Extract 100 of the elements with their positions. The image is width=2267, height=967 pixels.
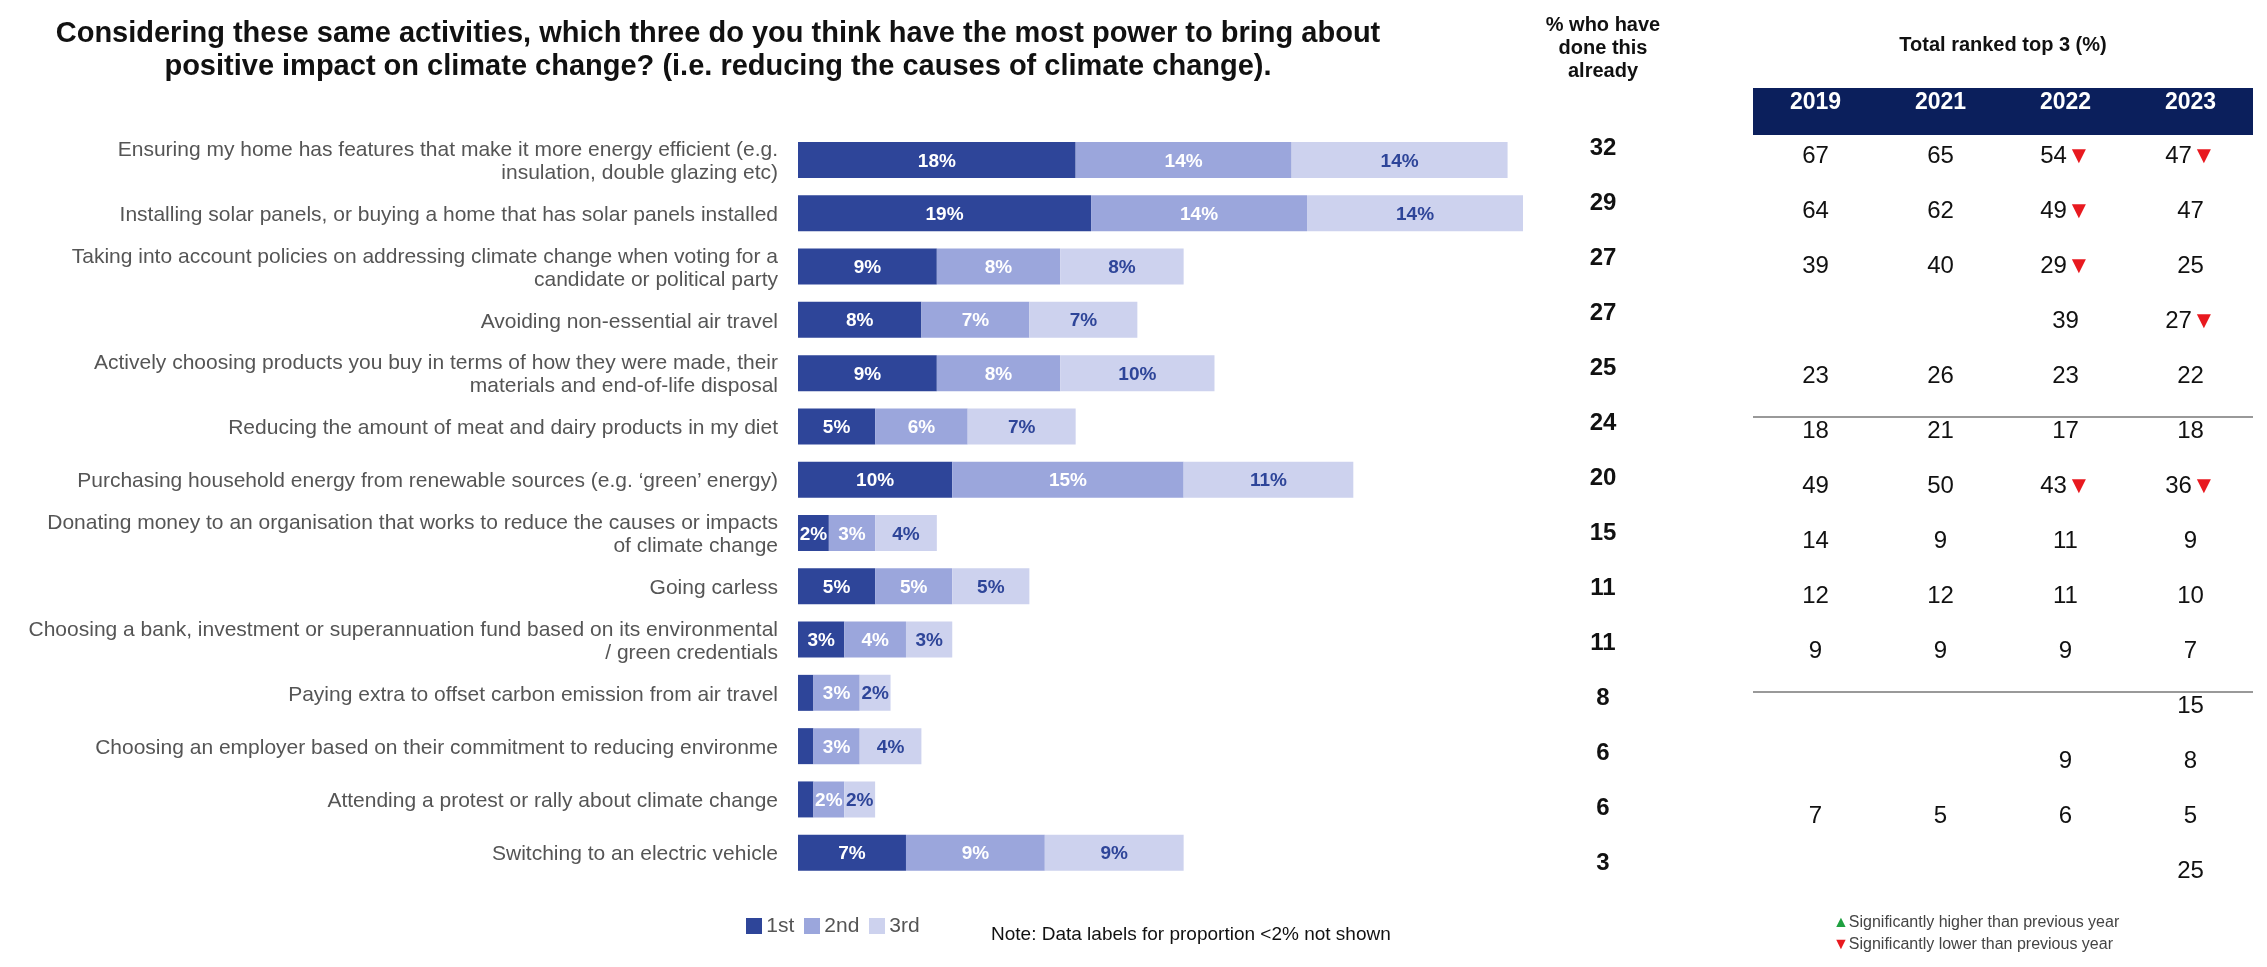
bar — [798, 408, 876, 445]
bar — [1029, 301, 1138, 338]
data-label: 29▼ — [2039, 251, 2092, 280]
data-label: 20 — [1588, 463, 1618, 492]
bar — [798, 781, 814, 818]
bar — [875, 515, 937, 551]
data-label: 9 — [1807, 636, 1824, 665]
data-label: 3% — [807, 629, 835, 651]
bar — [1307, 195, 1523, 232]
text: 2021 — [1878, 88, 2003, 135]
bar — [798, 248, 937, 285]
data-label: 5 — [2182, 801, 2199, 830]
data-label: 6 — [1595, 738, 1611, 767]
data-label: 9% — [1100, 842, 1129, 864]
data-label: 9% — [961, 842, 990, 864]
bar — [1044, 834, 1184, 871]
data-label: 3 — [1595, 848, 1611, 877]
data-label: 26 — [1926, 361, 1955, 390]
bar — [952, 461, 1184, 498]
legend-label: 1st — [766, 913, 795, 936]
bar — [798, 674, 814, 711]
data-label: 8% — [1108, 256, 1136, 278]
data-label: 5 — [1932, 801, 1949, 830]
y-tick-label: Going carless — [649, 574, 778, 598]
data-label: 8% — [845, 309, 874, 331]
data-label: 2% — [845, 788, 874, 810]
data-label: 11 — [2052, 526, 2079, 555]
y-tick-label: Choosing a bank, investment or superannuation fund based on its environmental / green credentials — [28, 616, 778, 663]
text: 2023 — [2128, 88, 2253, 135]
bar — [952, 568, 1030, 605]
data-label: 67 — [1801, 141, 1830, 170]
text: ▲Significantly higher than previous year — [1833, 913, 2120, 931]
data-label: 7 — [2182, 636, 2199, 665]
bar — [875, 568, 953, 605]
bar — [936, 355, 1061, 392]
data-label: 9 — [2057, 746, 2074, 775]
legend-label: 2nd — [824, 913, 860, 936]
data-label: 25 — [1588, 353, 1618, 382]
data-label: 9 — [1932, 636, 1949, 665]
bar — [905, 834, 1045, 871]
data-label: 25 — [2176, 251, 2205, 280]
bar — [967, 408, 1076, 445]
bar — [1291, 142, 1508, 178]
data-label: 8 — [2182, 746, 2199, 775]
data-label: 24 — [1588, 408, 1618, 437]
text: Total ranked top 3 (%) — [1898, 33, 2108, 56]
data-label: 7% — [961, 309, 990, 331]
data-label: 15% — [1048, 469, 1088, 491]
data-label: 54▼ — [2039, 141, 2092, 170]
data-label: 3% — [822, 682, 851, 704]
bar — [798, 834, 906, 871]
data-label: 29 — [1588, 188, 1618, 217]
data-label: 23 — [2051, 361, 2080, 390]
text: ▼Significantly lower than previous year — [1833, 935, 2113, 953]
data-label: 9% — [853, 256, 882, 278]
data-label: 65 — [1926, 141, 1955, 170]
text: 2022 — [2003, 88, 2128, 135]
data-label: 27▼ — [2164, 306, 2217, 335]
data-label: 7% — [838, 842, 866, 864]
data-label: 47▼ — [2164, 141, 2217, 170]
data-label: 10% — [1118, 362, 1157, 384]
bar — [921, 301, 1030, 338]
data-label: 39 — [2051, 306, 2080, 335]
data-label: 39 — [1801, 251, 1830, 280]
data-label: 5% — [822, 575, 851, 597]
bar — [1060, 248, 1184, 285]
data-label: 3% — [915, 629, 943, 651]
data-label: 32 — [1588, 133, 1618, 162]
data-label: 3% — [838, 522, 866, 544]
data-label: 14% — [1180, 202, 1219, 224]
y-tick-label: Avoiding non-essential air travel — [480, 308, 778, 331]
data-label: 7 — [1807, 801, 1824, 830]
y-tick-label: Ensuring my home has features that make it more energy efficient (e.g. insulation, double glazing etc) — [117, 136, 778, 183]
text: % who have done this already — [1544, 13, 1662, 82]
data-label: 14 — [1801, 526, 1830, 555]
chart-title: Considering these same activities, which three do you think have the most power to bring about positive impact on climate change? (i.e. reducing the causes of climate change). — [54, 16, 1382, 82]
y-tick-label: Taking into account policies on addressing climate change when voting for a candidate or political party — [71, 243, 779, 290]
bar — [798, 195, 1092, 232]
data-label: 5% — [977, 575, 1005, 597]
data-label: 27 — [1588, 298, 1618, 327]
data-label: 4% — [861, 629, 889, 651]
data-label: 7% — [1007, 415, 1036, 437]
bar — [844, 621, 906, 658]
data-label: 10 — [2176, 581, 2205, 610]
data-label: 40 — [1926, 251, 1955, 280]
bar — [798, 461, 953, 498]
data-label: 6% — [907, 415, 936, 437]
data-label: 5% — [899, 575, 928, 597]
data-label: 10% — [856, 469, 895, 491]
data-label: 6 — [2057, 801, 2074, 830]
data-label: 11% — [1249, 469, 1288, 491]
data-label: 2% — [799, 522, 828, 544]
y-tick-label: Switching to an electric vehicle — [492, 840, 778, 864]
bar — [798, 142, 1076, 178]
y-tick-label: Actively choosing products you buy in terms of how they were made, their materials and end-of-life disposal — [94, 349, 778, 396]
data-label: 11 — [1589, 573, 1617, 602]
bar — [875, 408, 968, 445]
data-label: 18% — [917, 149, 956, 171]
bar — [1183, 461, 1354, 498]
y-tick-label: Reducing the amount of meat and dairy products in my diet — [228, 414, 779, 438]
